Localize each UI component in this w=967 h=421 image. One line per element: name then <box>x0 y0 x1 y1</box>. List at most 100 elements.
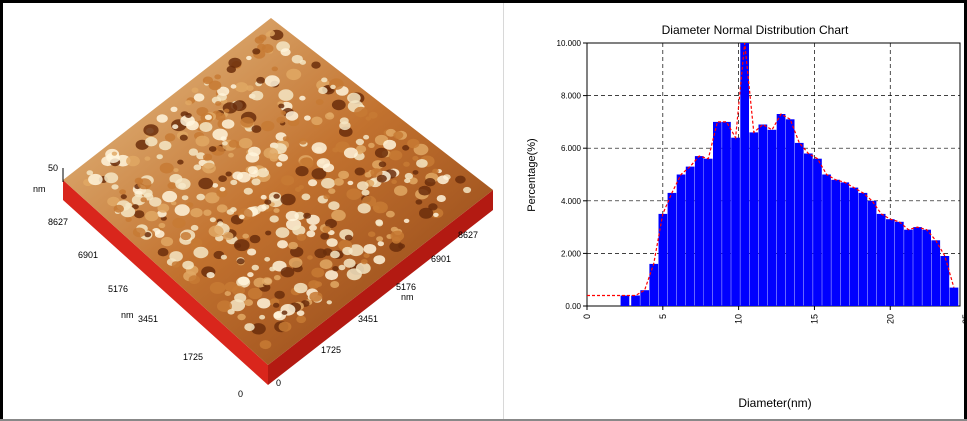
afm-grain <box>251 178 261 186</box>
x-tick-label: 25 <box>961 314 965 324</box>
afm-grain <box>280 193 296 206</box>
afm-grain <box>291 54 303 64</box>
y-tick-label: 10.000 <box>557 39 582 48</box>
afm-grain <box>415 199 423 205</box>
x-axis-ticks: 0 5 10 15 20 25 <box>582 306 965 324</box>
afm-grain <box>170 106 178 113</box>
afm-grain <box>276 162 283 167</box>
histogram-bar <box>922 229 931 306</box>
afm-grain <box>247 248 257 256</box>
afm-grain <box>282 136 290 142</box>
afm-grain <box>309 291 323 302</box>
x-tick-label: 10 <box>734 314 744 324</box>
afm-grain <box>195 135 210 147</box>
afm-grain <box>278 321 292 332</box>
afm-grain <box>285 210 299 222</box>
afm-grain <box>246 55 252 61</box>
afm-grain <box>326 300 332 305</box>
afm-grain <box>173 168 179 173</box>
afm-grain <box>304 115 311 121</box>
histogram-bar <box>620 295 630 306</box>
histogram-bar <box>895 221 904 306</box>
distribution-line <box>587 42 955 297</box>
afm-grain <box>363 244 377 254</box>
afm-grain <box>119 189 126 195</box>
afm-grain <box>328 230 335 236</box>
afm-grain <box>308 179 318 187</box>
afm-grain <box>113 204 125 213</box>
afm-grain <box>280 48 291 56</box>
afm-grain <box>269 266 276 272</box>
afm-grain <box>333 178 344 186</box>
afm-grain <box>455 175 466 184</box>
afm-grain <box>144 232 152 238</box>
afm-grain <box>247 272 254 278</box>
afm-grain <box>368 231 376 237</box>
afm-grain <box>249 234 261 244</box>
afm-grain <box>259 340 272 350</box>
afm-grain <box>377 241 384 247</box>
afm-grain <box>343 258 356 268</box>
afm-grain <box>234 293 247 303</box>
histogram-title: Diameter Normal Distribution Chart <box>662 23 849 37</box>
afm-grain <box>190 224 199 231</box>
histogram-bar <box>640 290 649 306</box>
afm-grain <box>209 281 226 294</box>
afm-grain <box>254 36 265 44</box>
afm-grain <box>293 282 308 294</box>
afm-grain <box>347 180 354 186</box>
afm-grain <box>170 201 177 206</box>
afm-grain <box>164 133 176 142</box>
afm-left-unit: nm <box>121 310 134 320</box>
histogram-bar <box>667 192 677 306</box>
histogram-bar <box>794 142 804 306</box>
afm-grain <box>331 209 346 221</box>
afm-grain <box>463 186 472 194</box>
afm-grain <box>244 323 255 332</box>
y-tick-label: 8.000 <box>561 92 582 101</box>
afm-grain <box>273 193 280 199</box>
afm-grain <box>217 300 232 313</box>
afm-grain <box>273 208 280 213</box>
afm-grain <box>169 251 183 262</box>
afm-grain <box>357 181 369 191</box>
afm-grain <box>288 257 303 268</box>
histogram-bar <box>940 256 950 306</box>
afm-grain <box>263 147 279 159</box>
afm-grain <box>326 238 338 247</box>
afm-grain <box>280 110 286 115</box>
histogram-bar <box>804 153 813 306</box>
histogram-bar <box>876 213 886 306</box>
afm-grain <box>261 120 275 132</box>
afm-grain <box>247 287 263 300</box>
afm-grain <box>264 75 280 87</box>
histogram-bar <box>731 137 740 306</box>
afm-grain <box>281 175 295 186</box>
afm-grain <box>181 195 189 201</box>
histogram-bar <box>858 192 868 306</box>
afm-grain <box>157 248 169 257</box>
afm-base-left-face <box>63 180 268 385</box>
afm-grain <box>404 178 411 184</box>
afm-grain <box>126 155 140 167</box>
afm-right-tick-label: 1725 <box>321 345 341 355</box>
afm-grain <box>157 203 170 213</box>
afm-surface-plot: 50 nm 8627 6901 5176 3451 1725 0 nm 0 1725 3451… <box>33 18 493 399</box>
afm-grain <box>363 253 370 258</box>
histogram-bar <box>849 187 859 306</box>
afm-grain <box>322 226 331 233</box>
afm-grain <box>222 141 228 146</box>
afm-grain <box>220 254 227 260</box>
afm-grain <box>145 136 158 147</box>
afm-grain <box>354 106 368 118</box>
afm-grain <box>228 139 239 148</box>
histogram-bar <box>885 219 895 306</box>
afm-grain <box>355 138 364 146</box>
afm-grain <box>298 185 304 190</box>
afm-grain <box>290 246 304 258</box>
afm-grain <box>230 207 237 213</box>
x-tick-label: 15 <box>809 314 819 324</box>
x-tick-label: 20 <box>885 314 895 324</box>
afm-grain <box>332 147 339 153</box>
histogram-bar <box>685 166 695 306</box>
